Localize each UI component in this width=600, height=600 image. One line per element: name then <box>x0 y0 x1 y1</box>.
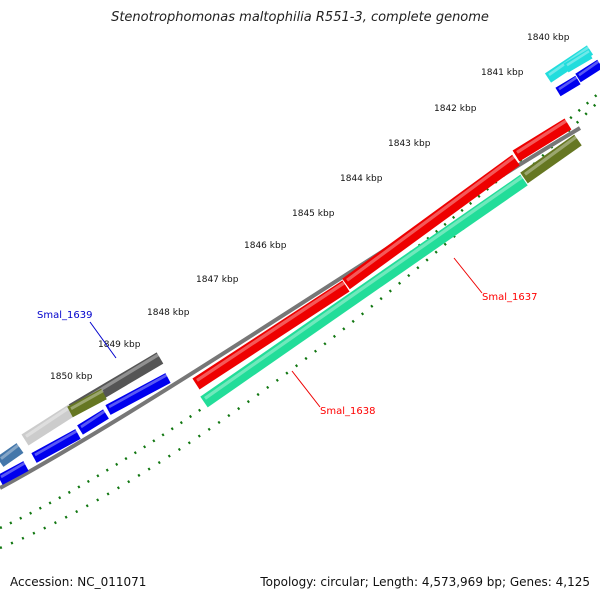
feature-cds-olive-highlight <box>524 135 578 176</box>
tick-labels: 1840 kbp 1841 kbp 1842 kbp 1843 kbp 1844… <box>50 33 570 382</box>
feature-cds-blue-2-highlight <box>80 409 106 429</box>
feature-cds-cyan-2-highlight <box>566 50 590 67</box>
tick-label-1846: 1846 kbp <box>244 241 287 251</box>
feature-cds-red-tip[interactable] <box>512 118 572 162</box>
feature-cds-blue-5-highlight <box>558 76 578 91</box>
feature-cds-steel-highlight <box>0 443 20 460</box>
feature-cds-blue-1-highlight <box>108 373 168 409</box>
tick-label-1849: 1849 kbp <box>98 340 141 350</box>
leader-smal-1638 <box>291 370 321 408</box>
feature-cds-blue-3[interactable] <box>31 429 81 463</box>
tick-label-1850: 1850 kbp <box>50 372 93 382</box>
feature-cds-olive-left-highlight <box>70 389 104 410</box>
feature-cds-red-tip-highlight <box>516 118 568 154</box>
feature-cds-olive[interactable] <box>520 134 582 184</box>
leader-smal-1639 <box>89 321 117 359</box>
gene-label-smal-1639[interactable]: Smal_1639 <box>37 310 92 321</box>
tick-label-1841: 1841 kbp <box>481 68 524 78</box>
feature-cds-blue-1[interactable] <box>105 373 171 415</box>
genome-summary-text: Topology: circular; Length: 4,573,969 bp… <box>260 575 590 589</box>
feature-cds-gray-light[interactable] <box>21 404 76 446</box>
feature-cds-teal-highlight <box>204 175 524 400</box>
feature-cds-red-lower[interactable] <box>192 280 350 390</box>
feature-cds-blue-4-highlight <box>0 461 26 479</box>
feature-cds-gray-light-highlight <box>25 405 72 438</box>
feature-cds-blue-2[interactable] <box>77 409 109 435</box>
inner-scale-dots <box>0 99 600 550</box>
feature-cds-blue-6-highlight <box>578 60 600 77</box>
tick-label-1845: 1845 kbp <box>292 209 335 219</box>
feature-cds-blue-4[interactable] <box>0 461 29 485</box>
accession-text: Accession: NC_011071 <box>10 575 147 589</box>
tick-label-1840: 1840 kbp <box>527 33 570 43</box>
feature-cds-blue-5[interactable] <box>555 75 581 97</box>
gene-label-smal-1637[interactable]: Smal_1637 <box>482 292 537 303</box>
feature-cds-red-upper[interactable] <box>342 154 520 290</box>
feature-cds-blue-6[interactable] <box>575 59 600 83</box>
feature-cds-red-lower-highlight <box>196 281 346 382</box>
tick-label-1847: 1847 kbp <box>196 275 239 285</box>
feature-cds-steel[interactable] <box>0 443 24 467</box>
tick-label-1844: 1844 kbp <box>340 174 383 184</box>
tick-label-1842: 1842 kbp <box>434 104 477 114</box>
feature-cds-olive-left[interactable] <box>67 388 107 418</box>
feature-track <box>0 45 600 485</box>
feature-cds-cyan-2[interactable] <box>563 49 593 73</box>
map-title: Stenotrophomonas maltophilia R551-3, com… <box>111 10 489 25</box>
tick-label-1848: 1848 kbp <box>147 308 190 318</box>
gene-label-smal-1638[interactable]: Smal_1638 <box>320 406 375 417</box>
feature-cds-blue-3-highlight <box>34 429 78 457</box>
leader-smal-1637 <box>453 257 483 294</box>
feature-cds-teal[interactable] <box>200 174 528 408</box>
tick-label-1843: 1843 kbp <box>388 139 431 149</box>
feature-cds-red-upper-highlight <box>346 155 516 282</box>
